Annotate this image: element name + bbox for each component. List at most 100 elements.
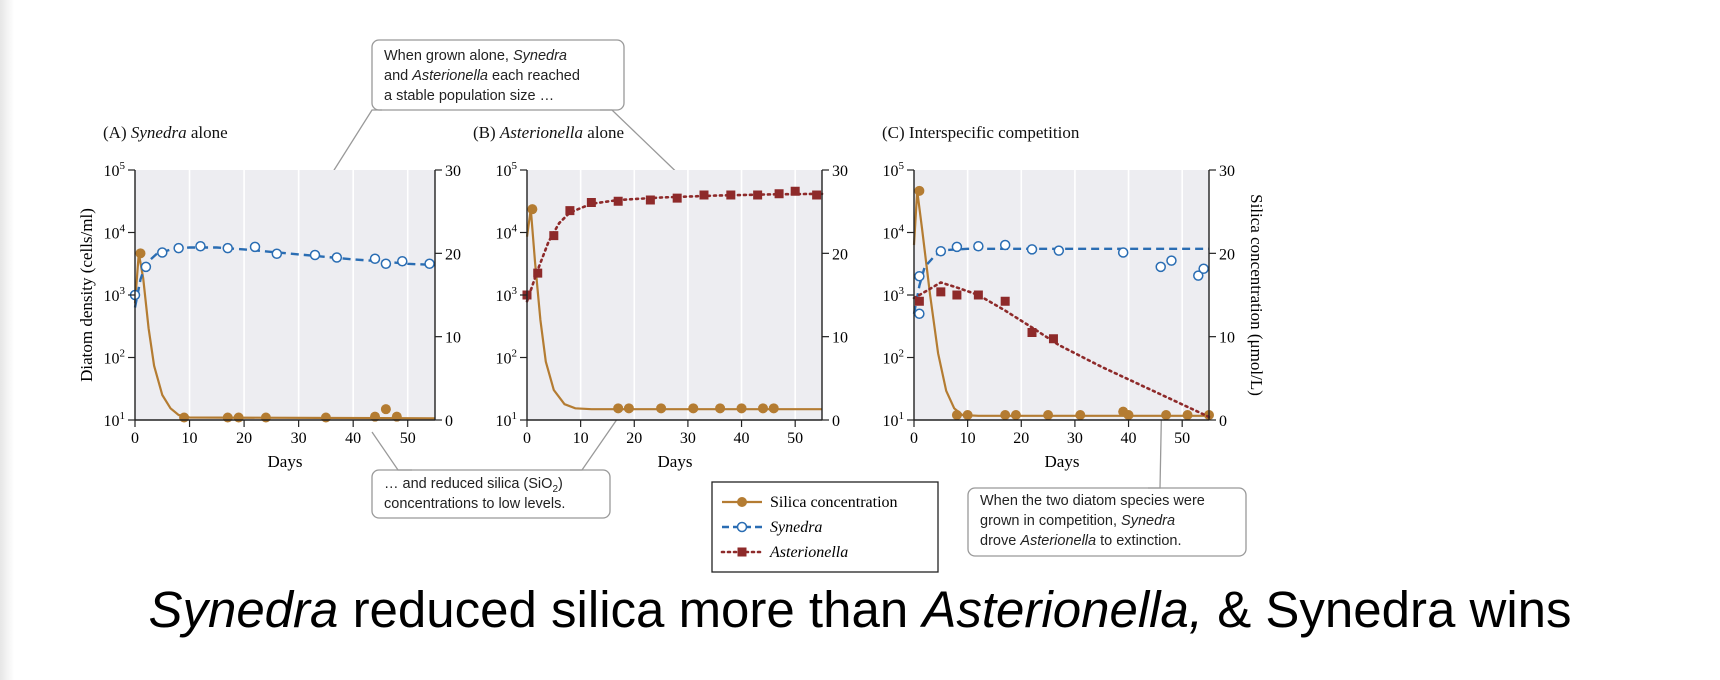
legend-item-silica: Silica concentration [722,494,898,511]
y-tick-label-left: 101 [883,410,905,430]
y-tick-label-left: 105 [104,160,126,180]
y-tick-label-left: 101 [104,410,126,430]
y-tick-label-left: 105 [883,160,905,180]
synedra-point [1053,245,1065,256]
x-tick-label: 10 [960,430,976,447]
panel-b-gridlines [579,170,796,420]
legend-swatch-marker [737,547,747,557]
y-tick-label-right: 20 [445,246,461,263]
y-tick-label-left: 104 [104,223,126,243]
figure: When grown alone, Synedra and Asterionel… [77,39,1266,573]
synedra-point [973,241,984,252]
silica-point [758,403,768,414]
synedra-point [1193,270,1204,281]
callout-top-pointer-right [600,109,691,186]
asterionella-point [645,195,655,205]
silica-point [233,412,244,423]
asterionella-point [790,186,800,196]
panel-a-axes: 0 10 20 30 40 50 101 102 103 104 105 0 10 20 30 [104,160,462,447]
silica-point [1182,410,1193,420]
y-tick-label-left: 104 [496,223,518,243]
series-silica [525,204,822,414]
x-tick-label: 0 [910,430,918,447]
silica-point [1000,410,1011,420]
synedra-point [195,241,206,252]
asterionella-point [533,268,543,278]
asterionella-point [613,196,623,206]
panel-c-series [912,185,1214,420]
x-tick-label: 50 [400,430,416,447]
y-tick-label-right: 30 [445,163,461,180]
callout-top: When grown alone, Synedra and Asterionel… [287,39,691,244]
y-tick-label-right: 10 [1219,330,1235,347]
panel-b-plot-area [527,170,822,420]
legend-label: Synedra [770,519,822,536]
legend-item-asterionella: Asterionella [720,544,848,561]
asterionella-point [699,190,709,200]
silica-point [1010,410,1021,420]
y-tick-label-right: 0 [1219,413,1227,430]
panel-c-axes: 0 10 20 30 40 50 101 102 103 104 105 0 10 20 30 [883,160,1236,447]
svg-text:When the two diatom species we: When the two diatom species were grown i… [980,493,1209,549]
synedra-point [222,242,233,254]
silica-point [370,411,380,422]
silica-point [1043,410,1054,420]
y-tick-label-right: 0 [832,413,840,430]
synedra-point [1155,261,1166,273]
synedra-point [1198,263,1209,274]
panel-c: (C) Interspecific competition 0 10 20 30 40 5… [882,123,1266,471]
y-tick-label-left: 102 [496,348,518,368]
callout-right: When the two diatom species were grown i… [967,384,1247,557]
panel-b: (B) Asterionella alone 0 10 20 30 40 50101102… [473,123,848,471]
series-asterionella [912,281,1211,419]
synedra-point [424,258,435,269]
asterionella-point [672,193,682,203]
silica-point [715,403,726,414]
y-tick-label-left: 105 [496,160,518,180]
silica-point [527,204,538,215]
callout-bottom-pointer-right [570,414,621,471]
silica-point [179,412,190,423]
silica-point [613,403,624,414]
x-tick-label: 10 [182,430,198,447]
silica-point [951,410,962,420]
panel-a-series [129,241,436,423]
y-tick-label-right: 30 [832,163,848,180]
silica-point [623,403,634,414]
x-tick-label: 50 [787,430,803,447]
legend-label: Asterionella [769,544,848,561]
synedra-point [173,242,184,254]
panel-a: (A) Synedra alone 0 10 20 30 40 50 101 102 103 10… [77,123,461,471]
synedra-point [914,308,925,319]
svg-text:When grown alone, Synedra: When grown alone, Synedra and Asterionel… [384,48,584,104]
asterionella-point [565,206,575,216]
panel-b-axes: 0 10 20 30 40 50 101 102 103 104 105 0 10 20 30 [496,160,849,447]
y-tick-label-left: 103 [883,285,905,305]
asterionella-curve [912,281,1211,419]
silica-point [380,404,391,415]
panel-b-series [522,186,824,414]
asterionella-point [936,287,946,297]
y-tick-label-left: 103 [104,285,126,305]
x-tick-label: 40 [345,430,361,447]
y-tick-label-right: 20 [832,246,848,263]
x-tick-label: 50 [1174,430,1190,447]
y-tick-label-left: 102 [104,348,126,368]
series-silica [912,185,1214,420]
synedra-point [1026,244,1038,255]
synedra-point [140,261,152,273]
asterionella-point [726,190,736,200]
x-tick-label: 20 [626,430,642,447]
synedra-point [1166,255,1177,266]
synedra-point [271,248,283,259]
synedra-point [157,247,168,258]
x-tick-label: 10 [573,430,589,447]
panel-c-xlabel: Days [1045,452,1080,471]
silica-point [320,412,331,423]
panel-a-gridlines [188,170,409,420]
panel-b-xlabel: Days [658,452,693,471]
synedra-point [935,246,947,257]
y-tick-label-right: 10 [445,330,461,347]
asterionella-point [549,231,559,241]
